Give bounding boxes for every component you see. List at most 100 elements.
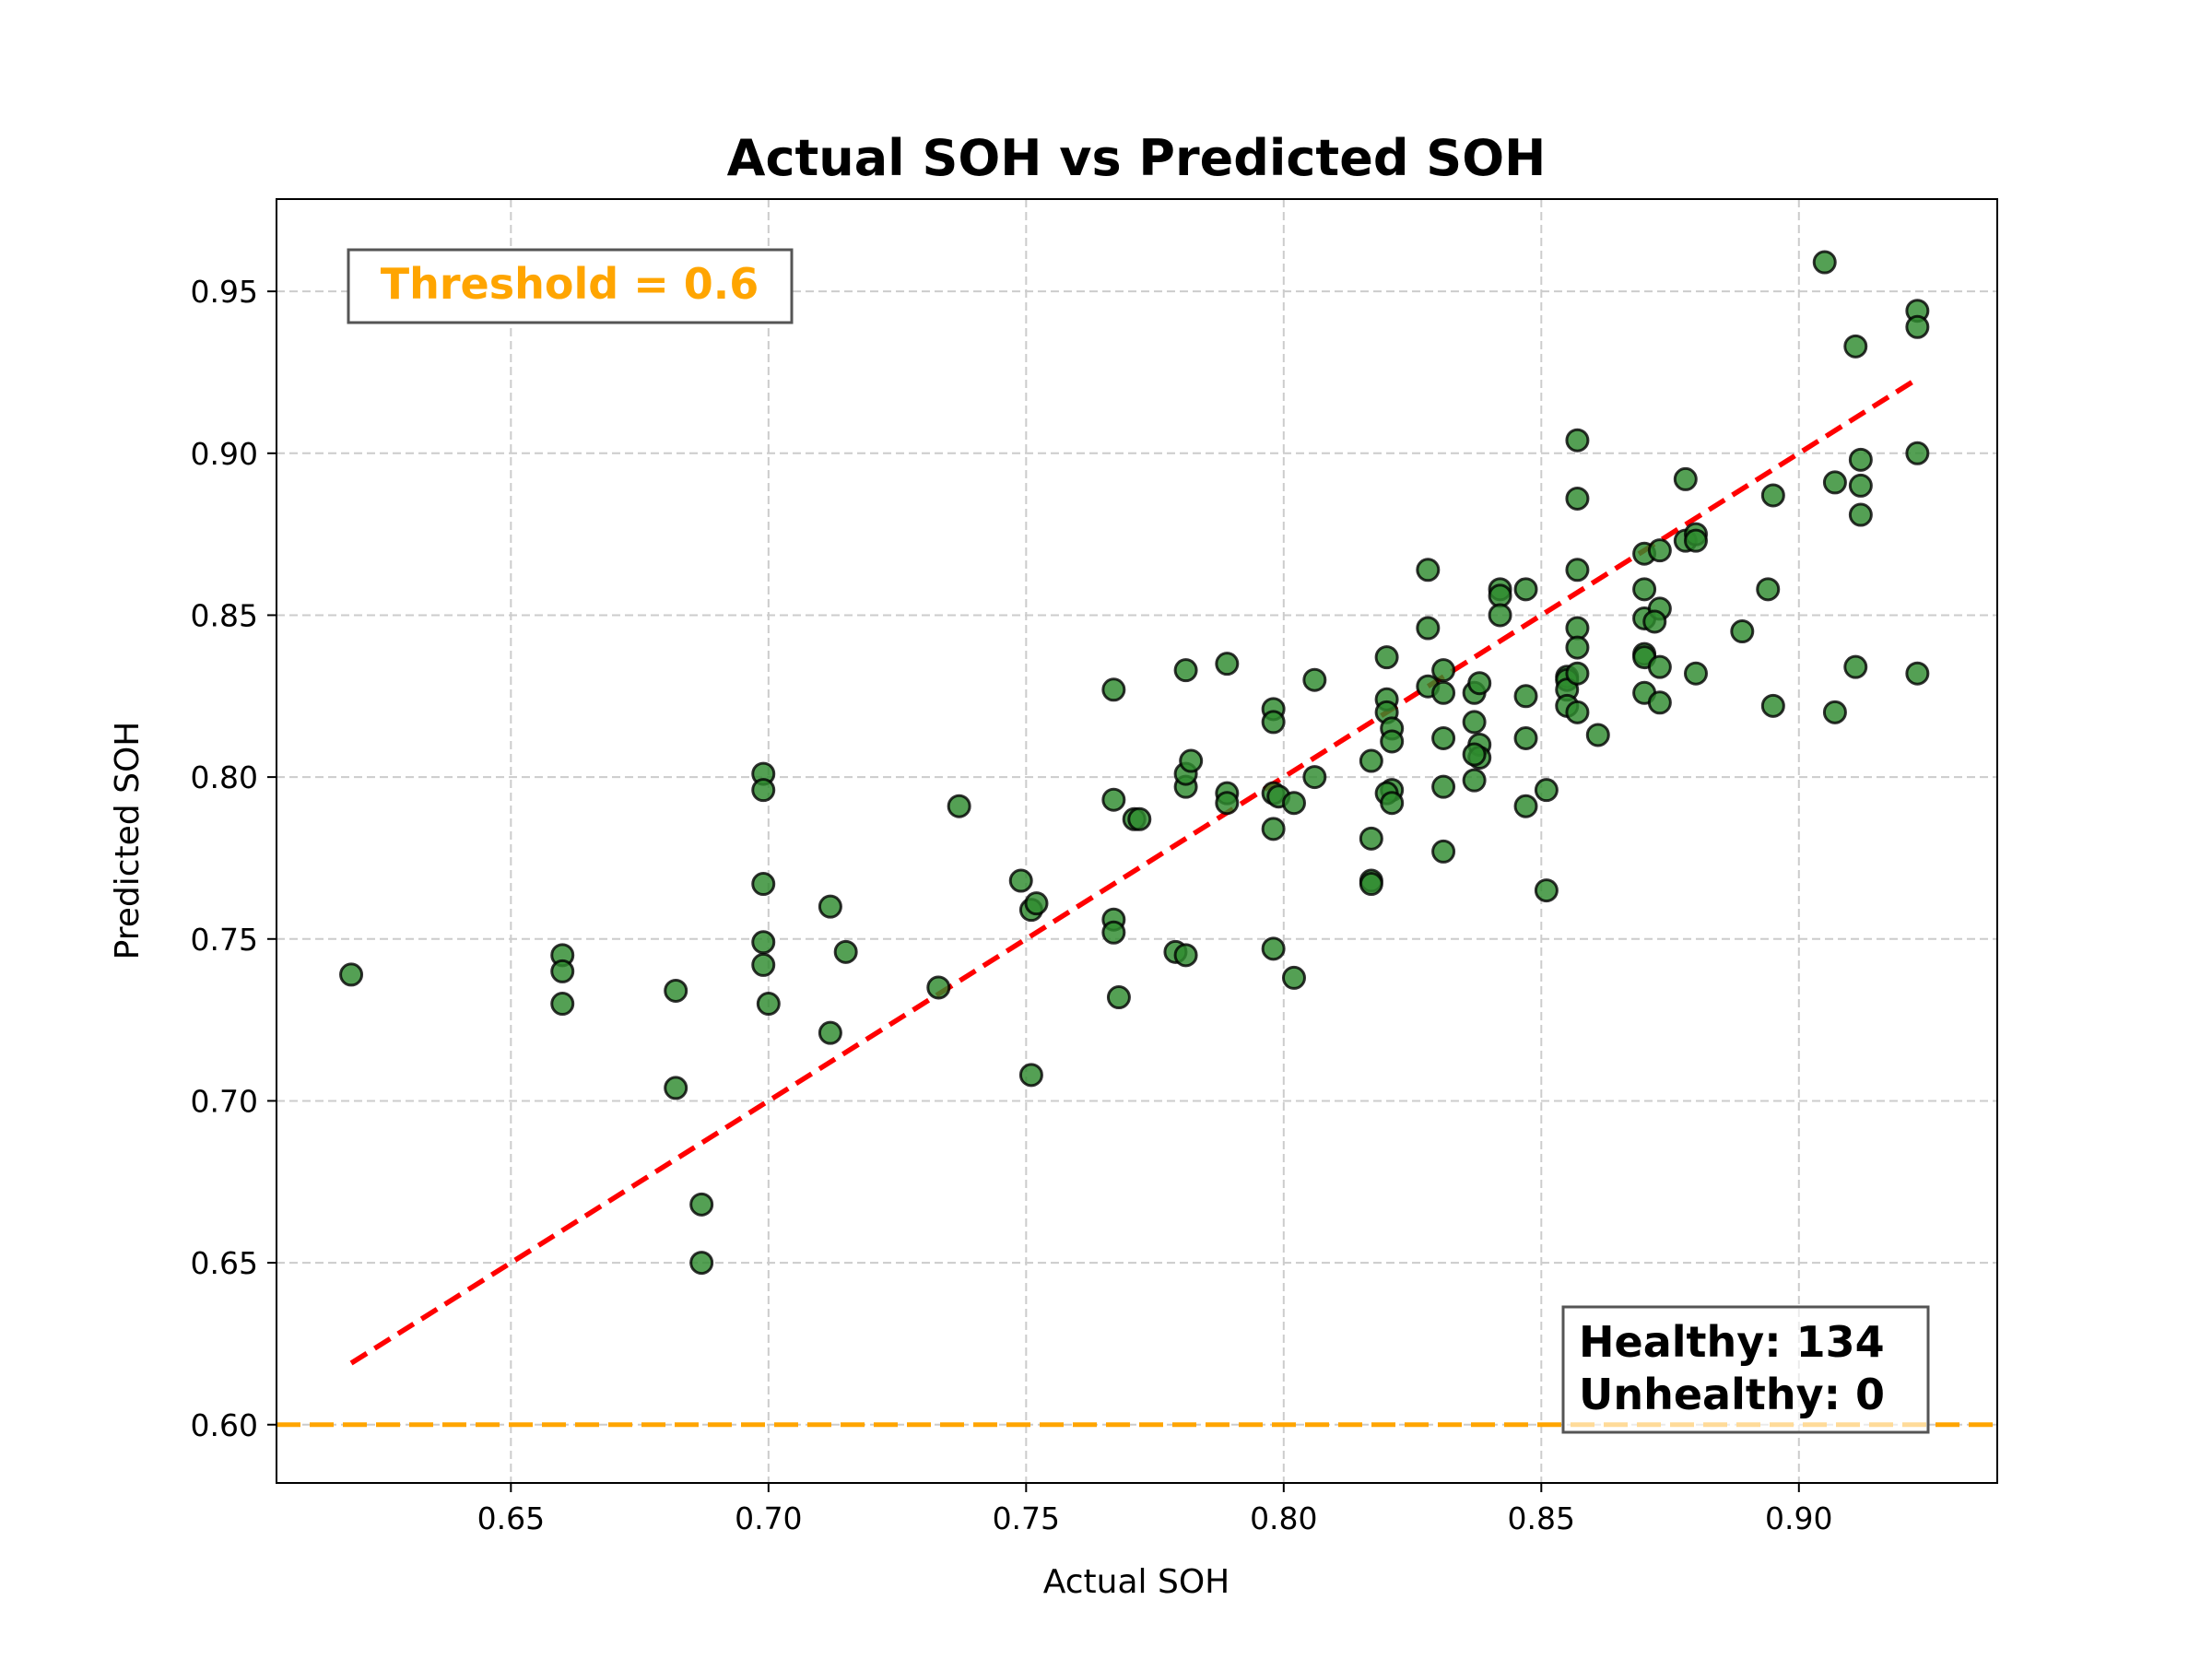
- x-tick-label: 0.65: [477, 1500, 545, 1536]
- y-tick-label: 0.95: [191, 274, 258, 310]
- data-point: [1565, 486, 1590, 511]
- data-point: [1513, 794, 1538, 818]
- y-tick-label: 0.65: [191, 1245, 258, 1281]
- data-point: [1848, 447, 1873, 472]
- data-point: [1647, 538, 1672, 563]
- data-point: [751, 952, 776, 977]
- data-point: [1281, 791, 1306, 816]
- data-point: [1843, 334, 1868, 359]
- data-point: [550, 959, 575, 983]
- data-point: [1101, 920, 1126, 945]
- data-point: [1565, 428, 1590, 453]
- y-tick-label: 0.80: [191, 759, 258, 795]
- data-point: [1359, 826, 1383, 851]
- healthy-count-text: Healthy: 134: [1579, 1317, 1885, 1367]
- x-tick-label: 0.75: [993, 1500, 1060, 1536]
- data-point: [1215, 791, 1240, 816]
- data-point: [1281, 965, 1306, 990]
- data-point: [1822, 470, 1847, 495]
- x-axis-ticks: 0.65 0.70 0.75 0.80 0.85 0.90: [477, 1483, 1833, 1536]
- data-point: [1359, 872, 1383, 897]
- data-point: [1756, 577, 1781, 602]
- data-point: [1565, 635, 1590, 660]
- data-point: [1261, 710, 1286, 735]
- x-tick-label: 0.85: [1508, 1500, 1575, 1536]
- data-point: [1179, 748, 1204, 773]
- data-point: [1101, 787, 1126, 812]
- data-point: [1585, 723, 1610, 747]
- data-point: [1488, 583, 1512, 608]
- data-point: [1848, 502, 1873, 527]
- data-point: [1822, 700, 1847, 724]
- data-point: [818, 894, 842, 919]
- x-axis-label: Actual SOH: [1043, 1563, 1230, 1601]
- threshold-annotation: Threshold = 0.6: [347, 248, 794, 324]
- data-point: [1173, 943, 1198, 968]
- data-point: [1513, 684, 1538, 709]
- data-point: [1905, 314, 1930, 339]
- data-point: [1173, 658, 1198, 683]
- data-point: [1416, 616, 1441, 641]
- data-point: [1431, 680, 1456, 705]
- data-point: [550, 992, 575, 1017]
- data-point: [1848, 473, 1873, 498]
- data-point: [1380, 791, 1405, 816]
- data-point: [1905, 441, 1930, 465]
- data-point: [1647, 654, 1672, 679]
- fit-line: [349, 376, 1919, 1366]
- data-point: [1261, 817, 1286, 841]
- y-tick-label: 0.90: [191, 436, 258, 472]
- data-point: [1565, 616, 1590, 641]
- data-point: [1127, 806, 1152, 831]
- data-point: [1632, 577, 1657, 602]
- data-points: [339, 250, 1930, 1276]
- y-tick-label: 0.75: [191, 922, 258, 958]
- data-point: [1565, 700, 1590, 724]
- data-point: [1673, 466, 1698, 491]
- data-point: [1683, 528, 1708, 553]
- threshold-annotation-text: Threshold = 0.6: [381, 259, 759, 309]
- data-point: [1462, 768, 1487, 793]
- data-point: [1760, 483, 1785, 508]
- data-point: [1534, 878, 1559, 903]
- data-point: [1431, 725, 1456, 750]
- chart-title: Actual SOH vs Predicted SOH: [727, 129, 1547, 187]
- data-point: [1431, 658, 1456, 683]
- data-point: [1024, 891, 1049, 916]
- data-point: [1380, 729, 1405, 754]
- y-axis-label: Predicted SOH: [109, 722, 147, 960]
- fit-layer: [349, 376, 1919, 1366]
- y-axis-ticks: 0.60 0.65 0.70 0.75 0.80 0.85 0.90 0.95: [191, 274, 276, 1443]
- data-point: [1431, 774, 1456, 799]
- data-point: [1018, 1063, 1043, 1088]
- data-point: [1488, 603, 1512, 628]
- data-point: [926, 975, 951, 1000]
- plot-frame: [276, 198, 1998, 1484]
- data-point: [751, 930, 776, 955]
- data-point: [751, 872, 776, 897]
- data-point: [1359, 748, 1383, 773]
- data-point: [1843, 654, 1868, 679]
- data-point: [1462, 742, 1487, 767]
- data-point: [689, 1251, 714, 1276]
- data-point: [1261, 936, 1286, 961]
- counts-annotation-box: [1561, 1305, 1930, 1434]
- data-point: [1534, 778, 1559, 803]
- data-point: [833, 939, 858, 964]
- data-point: [1106, 985, 1131, 1010]
- y-tick-label: 0.60: [191, 1407, 258, 1443]
- data-point: [1467, 671, 1492, 696]
- data-point: [1513, 725, 1538, 750]
- data-point: [1374, 645, 1399, 670]
- data-point: [1215, 652, 1240, 677]
- data-point: [1008, 868, 1033, 893]
- counts-annotation: Healthy: 134 Unhealthy: 0: [1561, 1305, 1930, 1434]
- x-tick-label: 0.80: [1250, 1500, 1317, 1536]
- data-point: [1513, 577, 1538, 602]
- data-point: [1302, 765, 1327, 790]
- data-point: [756, 992, 781, 1017]
- data-point: [664, 1076, 688, 1100]
- data-point: [1101, 677, 1126, 702]
- data-point: [1462, 710, 1487, 735]
